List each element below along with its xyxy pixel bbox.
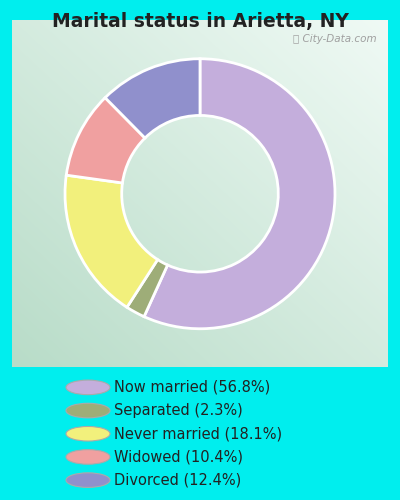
Text: Widowed (10.4%): Widowed (10.4%)	[114, 450, 243, 464]
Wedge shape	[65, 175, 158, 308]
Text: Marital status in Arietta, NY: Marital status in Arietta, NY	[52, 12, 348, 32]
Text: ⓘ City-Data.com: ⓘ City-Data.com	[293, 34, 377, 44]
Wedge shape	[105, 58, 200, 138]
Wedge shape	[144, 58, 335, 329]
Circle shape	[66, 473, 110, 488]
Circle shape	[66, 404, 110, 418]
Circle shape	[66, 450, 110, 464]
Wedge shape	[127, 260, 168, 316]
Circle shape	[66, 426, 110, 441]
Text: Separated (2.3%): Separated (2.3%)	[114, 403, 243, 418]
Text: Now married (56.8%): Now married (56.8%)	[114, 380, 270, 395]
Circle shape	[66, 380, 110, 394]
Text: Never married (18.1%): Never married (18.1%)	[114, 426, 282, 441]
Text: Divorced (12.4%): Divorced (12.4%)	[114, 472, 241, 488]
Wedge shape	[66, 98, 145, 183]
